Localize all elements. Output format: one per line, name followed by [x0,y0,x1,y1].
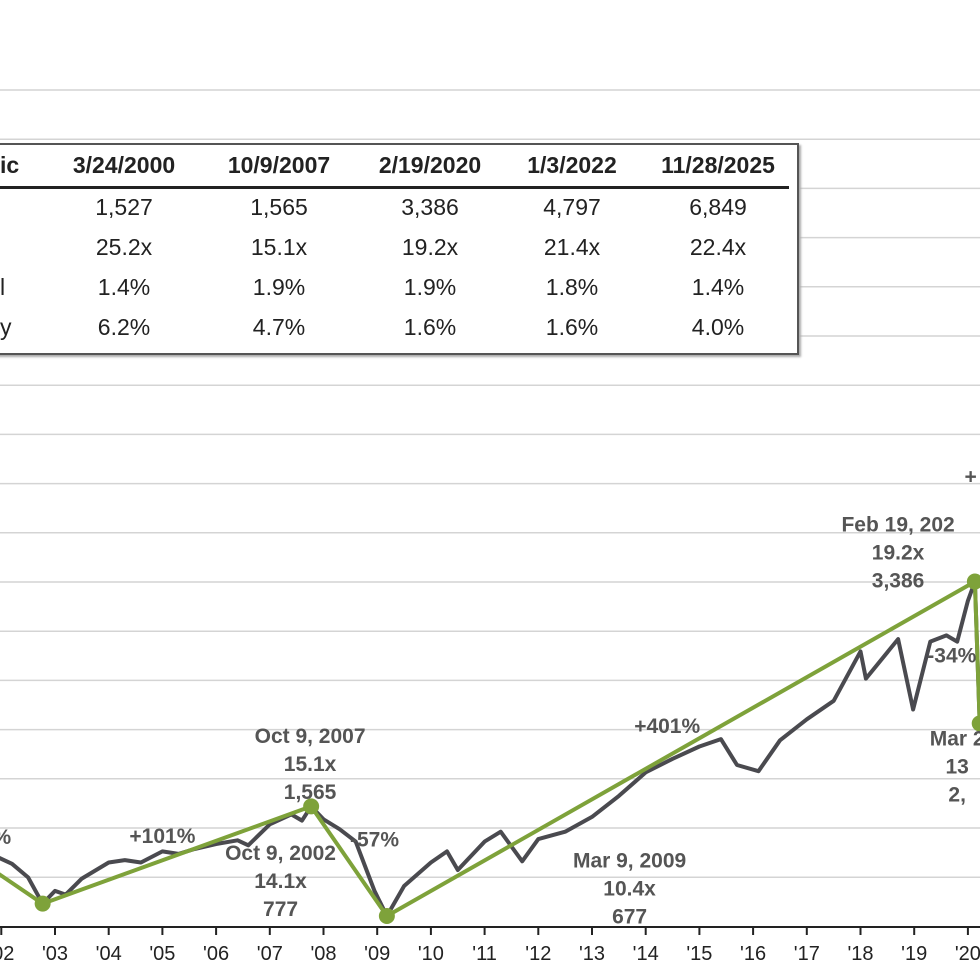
x-tick-label: '10 [418,943,444,965]
annotation-label: -57% [350,828,399,851]
annotation-label: 777 [263,898,298,921]
annotation-label: +401% [634,715,700,738]
x-tick-label: '08 [310,943,336,965]
table-cell: y [0,314,12,340]
annotation-label: 10.4x [603,877,656,900]
table-cell: 6.2% [97,314,151,340]
annotation-label: Feb 19, 202 [841,514,954,537]
annotation-label: +101% [129,825,195,848]
x-tick-label: '09 [364,943,390,965]
x-tick-label: '14 [633,943,659,965]
table-header-cell: ic [0,152,20,178]
valuation-table: ic 3/24/2000 10/9/2007 2/19/2020 1/3/2022 11/… [0,143,799,355]
table-cell: 1.9% [252,274,306,300]
x-axis: '02 '03 '04 '05 '06 '07 '08 '09 '10 '11 '12 '13 '14 '… [0,926,980,965]
table-cell: 1.8% [545,274,599,300]
annotation-label: 13 [945,755,968,778]
table-cell: 21.4x [543,234,601,260]
annotation-label: Mar 9, 2009 [573,849,686,872]
table-cell: 15.1x [250,234,308,260]
peak-trough-point [971,715,980,732]
table-header-cell: 10/9/2007 [227,152,331,178]
annotation-label: 677 [612,905,647,928]
table-cell: 1.9% [403,274,457,300]
x-tick-label: '05 [149,943,175,965]
table-cell: 3,386 [401,194,459,220]
annotation-label: Oct 9, 2007 [255,725,366,748]
peak-trough-point [34,895,51,912]
table-header-cell: 3/24/2000 [72,152,176,178]
table-header-cell: 1/3/2022 [527,152,617,178]
x-tick-label: '06 [203,943,229,965]
table-cell: 4.0% [691,314,745,340]
annotation-label: 2, [948,783,966,806]
table-header-cell: 11/28/2025 [661,152,775,178]
annotation-label: + [964,466,976,489]
header-divider [0,186,789,189]
table-cell: 22.4x [689,234,747,260]
annotation-label: Mar 2 [930,727,980,750]
annotation-label: Oct 9, 2002 [225,842,336,865]
table-cell: 4.7% [252,314,306,340]
x-tick-label: '16 [740,943,766,965]
sp500-price-line [0,579,980,918]
x-tick-label: '02 [0,943,14,965]
table-cell: 25.2x [95,234,153,260]
table-cell: 19.2x [401,234,459,260]
peak-trough-point [966,573,980,590]
x-tick-label: '17 [794,943,820,965]
x-tick-label: '18 [847,943,873,965]
annotation-label: 1,565 [284,781,337,804]
annotation-label: 3,386 [872,570,925,593]
table-cell: 1.6% [545,314,599,340]
table-cell: 1,527 [95,194,153,220]
x-tick-label: '11 [472,943,497,965]
table-cell: 1.6% [403,314,457,340]
x-tick-label: '15 [686,943,712,965]
peak-trough-point [303,798,320,815]
annotation-label: -34% [927,645,976,668]
x-tick-label: '03 [42,943,68,965]
table-cell: l [0,274,6,300]
annotation-label: 9% [0,826,11,849]
peak-trough-line [0,579,980,918]
x-tick-label: '13 [579,943,605,965]
table-header-cell: 2/19/2020 [378,152,482,178]
table-cell: 6,849 [689,194,747,220]
table-cell: 1.4% [691,274,745,300]
x-tick-label: '04 [96,943,122,965]
table-cell: 4,797 [543,194,601,220]
annotation-label: 19.2x [872,542,925,565]
x-tick-label: '20 [955,943,980,965]
series-lines [0,573,980,924]
table-cell: 1,565 [250,194,308,220]
x-tick-label: '19 [901,943,927,965]
annotation-label: 15.1x [284,753,337,776]
table-cell: 1.4% [97,274,151,300]
x-tick-label: '07 [257,943,283,965]
x-tick-label: '12 [525,943,551,965]
annotation-label: 14.1x [254,870,307,893]
peak-trough-point [378,908,395,924]
